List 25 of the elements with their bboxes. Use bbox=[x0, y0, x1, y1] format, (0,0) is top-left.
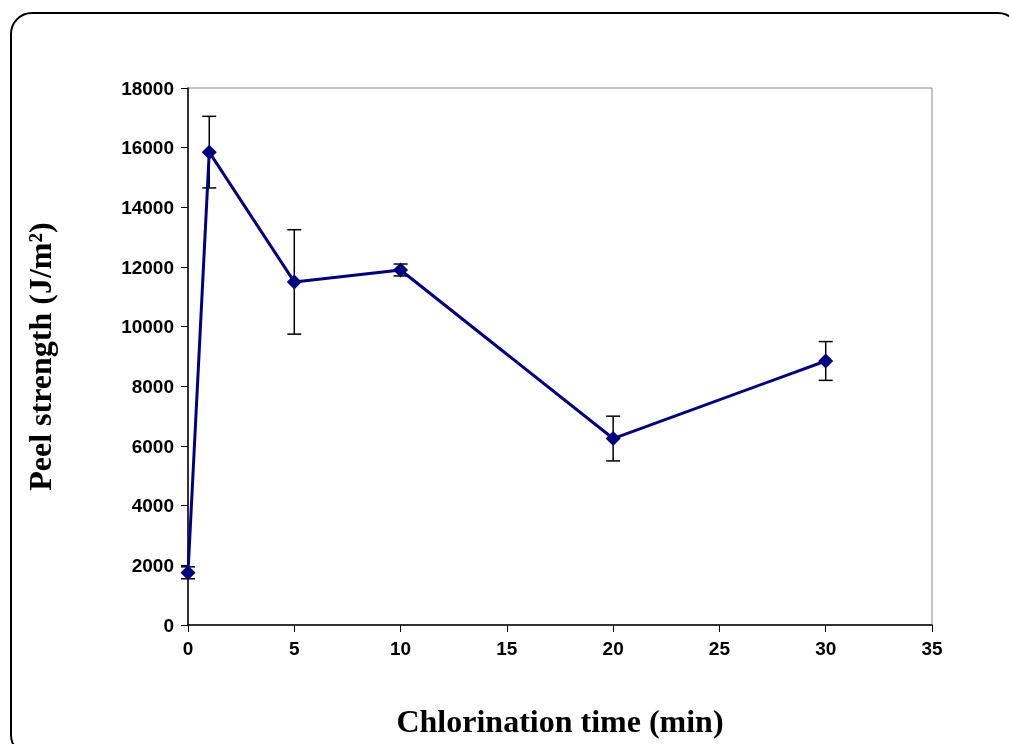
x-tick-label: 25 bbox=[708, 638, 731, 659]
x-tick-label: 0 bbox=[182, 638, 194, 659]
x-axis-title: Chlorination time (min) bbox=[396, 703, 724, 739]
point bbox=[605, 431, 621, 447]
y-axis-title: Peel strength (J/m²) bbox=[22, 222, 58, 491]
y-tick-label: 14000 bbox=[121, 196, 174, 218]
x-tick-label: 15 bbox=[496, 638, 518, 659]
y-tick-label: 18000 bbox=[121, 77, 174, 99]
x-tick-label: 30 bbox=[815, 638, 837, 659]
y-tick-label: 12000 bbox=[121, 256, 174, 278]
y-tick-label: 6000 bbox=[131, 435, 174, 457]
y-tick-label: 0 bbox=[163, 614, 174, 636]
y-tick-label: 8000 bbox=[131, 375, 174, 397]
x-tick-label: 35 bbox=[921, 638, 943, 659]
point bbox=[201, 144, 217, 160]
y-tick-label: 16000 bbox=[121, 137, 174, 159]
y-tick-label: 10000 bbox=[121, 316, 174, 338]
point bbox=[818, 353, 834, 369]
x-tick-label: 20 bbox=[602, 638, 624, 659]
x-tick-label: 10 bbox=[390, 638, 412, 659]
y-tick-label: 2000 bbox=[131, 554, 174, 576]
point bbox=[286, 274, 302, 290]
point bbox=[180, 565, 196, 581]
x-tick-label: 5 bbox=[289, 638, 300, 659]
y-tick-label: 4000 bbox=[131, 495, 174, 517]
